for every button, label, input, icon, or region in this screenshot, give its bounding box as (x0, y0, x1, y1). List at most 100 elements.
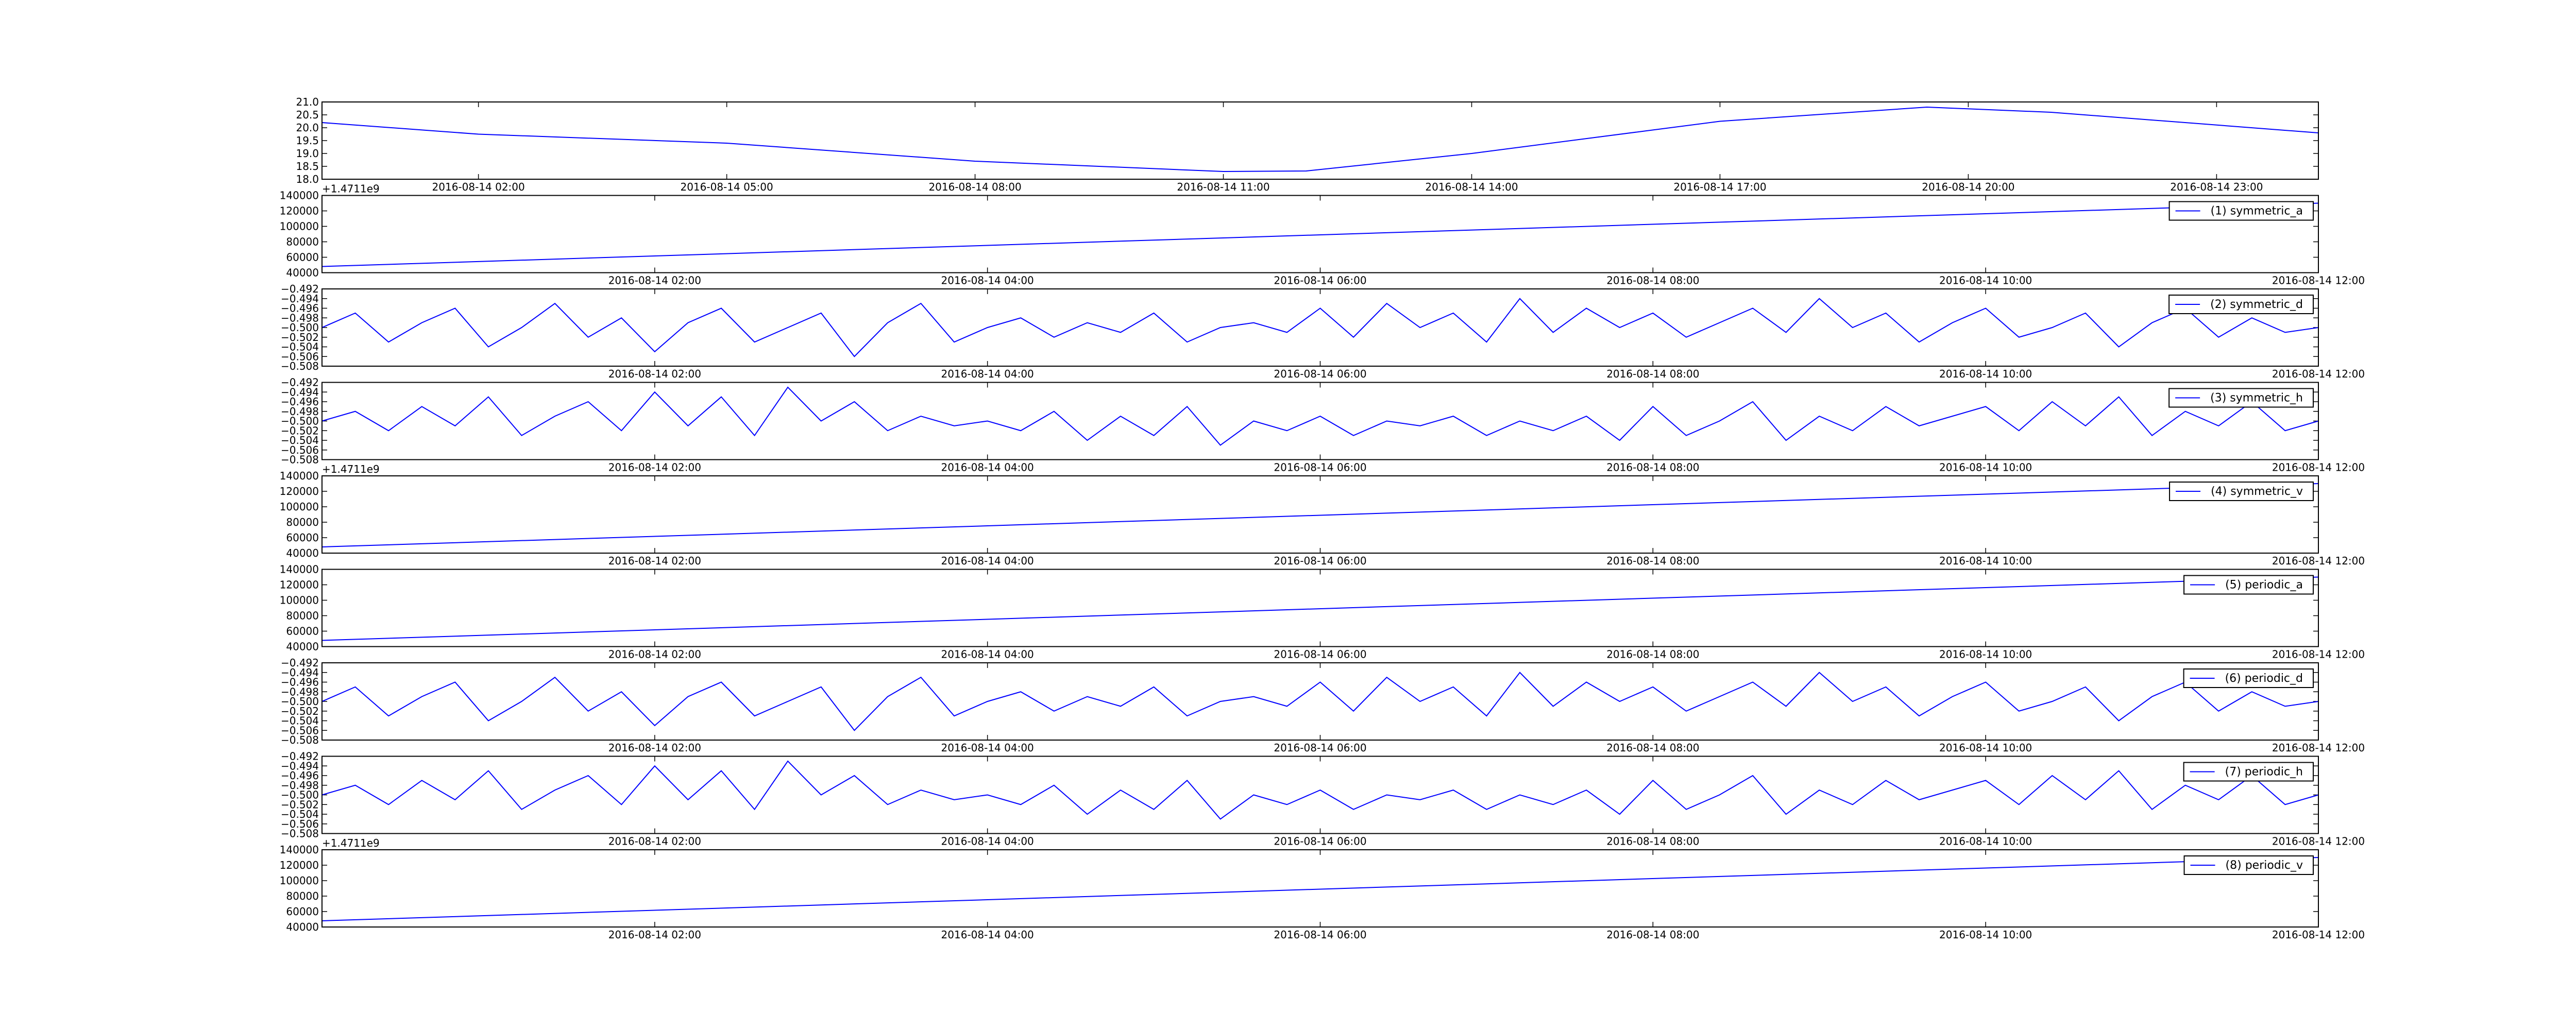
series-line (321, 298, 2319, 357)
x-tick-label: 2016-08-14 02:00 (608, 555, 701, 567)
x-tick-label: 2016-08-14 12:00 (2272, 742, 2365, 754)
y-tick-label: −0.506 (281, 724, 319, 736)
y-tick-label: −0.492 (281, 376, 319, 389)
y-tick-label: −0.502 (281, 798, 319, 811)
y-tick-label: 100000 (280, 501, 319, 513)
x-tick-label: 2016-08-14 04:00 (941, 555, 1034, 567)
y-tick-label: 80000 (286, 890, 319, 902)
y-tick-label: −0.498 (281, 405, 319, 418)
legend: (4) symmetric_v (2169, 482, 2314, 501)
y-tick-label: 80000 (286, 610, 319, 622)
x-tick-label: 2016-08-14 04:00 (941, 835, 1034, 848)
offset-text: +1.4711e9 (322, 463, 380, 475)
y-tick-label: 60000 (286, 251, 319, 264)
x-tick-label: 2016-08-14 06:00 (1274, 929, 1366, 941)
offset-text: +1.4711e9 (322, 183, 380, 195)
x-tick-label: 2016-08-14 06:00 (1274, 555, 1366, 567)
offset-text: +1.4711e9 (322, 837, 380, 849)
x-tick-label: 2016-08-14 10:00 (1939, 648, 2032, 661)
axes-frame (321, 662, 2319, 741)
legend-label: (5) periodic_a (2225, 579, 2303, 592)
x-tick-label: 2016-08-14 12:00 (2272, 929, 2365, 941)
y-tick-label: 40000 (286, 547, 319, 559)
y-tick-label: 120000 (280, 859, 319, 871)
x-tick-label: 2016-08-14 06:00 (1274, 368, 1366, 380)
y-tick-label: 140000 (280, 190, 319, 202)
x-tick-label: 2016-08-14 04:00 (941, 274, 1034, 287)
x-tick-label: 2016-08-14 10:00 (1939, 929, 2032, 941)
series-line (321, 202, 2319, 267)
x-tick-label: 2016-08-14 08:00 (1606, 555, 1699, 567)
x-tick-label: 2016-08-14 05:00 (680, 181, 773, 193)
y-tick-label: −0.506 (281, 444, 319, 456)
y-tick-label: 100000 (280, 594, 319, 607)
legend: (2) symmetric_d (2168, 295, 2314, 314)
axes-frame (321, 101, 2319, 180)
x-tick-label: 2016-08-14 12:00 (2272, 274, 2365, 287)
y-tick-label: −0.492 (281, 657, 319, 669)
x-tick-label: 2016-08-14 08:00 (928, 181, 1021, 193)
x-tick-label: 2016-08-14 06:00 (1274, 461, 1366, 474)
legend-label: (6) periodic_d (2225, 672, 2303, 685)
y-tick-label: −0.504 (281, 715, 319, 727)
y-tick-label: −0.492 (281, 283, 319, 295)
y-tick-label: 40000 (286, 921, 319, 933)
y-tick-label: −0.500 (281, 415, 319, 427)
x-tick-label: 2016-08-14 02:00 (608, 742, 701, 754)
y-tick-label: 20.0 (296, 122, 319, 134)
legend-label: (4) symmetric_v (2211, 485, 2303, 498)
y-tick-label: −0.508 (281, 734, 319, 746)
legend: (5) periodic_a (2183, 575, 2314, 595)
series-line (321, 857, 2319, 921)
x-tick-label: 2016-08-14 12:00 (2272, 648, 2365, 661)
x-tick-label: 2016-08-14 02:00 (608, 461, 701, 474)
x-tick-label: 2016-08-14 08:00 (1606, 648, 1699, 661)
y-tick-label: 40000 (286, 641, 319, 653)
x-tick-label: 2016-08-14 04:00 (941, 929, 1034, 941)
y-tick-label: −0.508 (281, 360, 319, 372)
x-tick-label: 2016-08-14 12:00 (2272, 461, 2365, 474)
axes-frame (321, 569, 2319, 647)
y-tick-label: −0.494 (281, 666, 319, 679)
legend: (6) periodic_d (2183, 668, 2314, 688)
y-tick-label: 18.0 (296, 173, 319, 185)
y-tick-label: −0.504 (281, 808, 319, 820)
x-tick-label: 2016-08-14 08:00 (1606, 368, 1699, 380)
axes-frame (321, 849, 2319, 928)
x-tick-label: 2016-08-14 12:00 (2272, 835, 2365, 848)
y-tick-label: −0.496 (281, 396, 319, 408)
y-tick-label: −0.508 (281, 828, 319, 840)
y-tick-label: −0.494 (281, 760, 319, 772)
y-tick-label: 120000 (280, 205, 319, 217)
axes-frame (321, 475, 2319, 554)
y-tick-label: 60000 (286, 625, 319, 638)
y-tick-label: −0.496 (281, 769, 319, 782)
y-tick-label: −0.502 (281, 331, 319, 344)
y-tick-label: −0.496 (281, 302, 319, 315)
x-tick-label: 2016-08-14 08:00 (1606, 274, 1699, 287)
y-tick-label: −0.508 (281, 454, 319, 466)
axes-frame (321, 195, 2319, 273)
series-line (321, 760, 2319, 820)
x-tick-label: 2016-08-14 06:00 (1274, 742, 1366, 754)
x-tick-label: 2016-08-14 06:00 (1274, 274, 1366, 287)
axes-frame (321, 288, 2319, 367)
x-tick-label: 2016-08-14 02:00 (608, 929, 701, 941)
y-tick-label: 21.0 (296, 96, 319, 108)
y-tick-label: 120000 (280, 485, 319, 497)
y-tick-label: 120000 (280, 579, 319, 591)
x-tick-label: 2016-08-14 10:00 (1939, 368, 2032, 380)
y-tick-label: −0.500 (281, 789, 319, 801)
legend-label: (1) symmetric_a (2211, 205, 2303, 218)
x-tick-label: 2016-08-14 17:00 (1673, 181, 1766, 193)
y-tick-label: −0.498 (281, 312, 319, 324)
y-tick-label: 140000 (280, 563, 319, 576)
y-tick-label: −0.496 (281, 676, 319, 689)
legend: (1) symmetric_a (2168, 201, 2314, 221)
y-tick-label: −0.500 (281, 695, 319, 708)
legend: (7) periodic_h (2183, 762, 2314, 782)
axes-frame (321, 382, 2319, 460)
y-tick-label: 140000 (280, 844, 319, 856)
y-tick-label: 80000 (286, 236, 319, 248)
legend-label: (2) symmetric_d (2210, 298, 2303, 311)
